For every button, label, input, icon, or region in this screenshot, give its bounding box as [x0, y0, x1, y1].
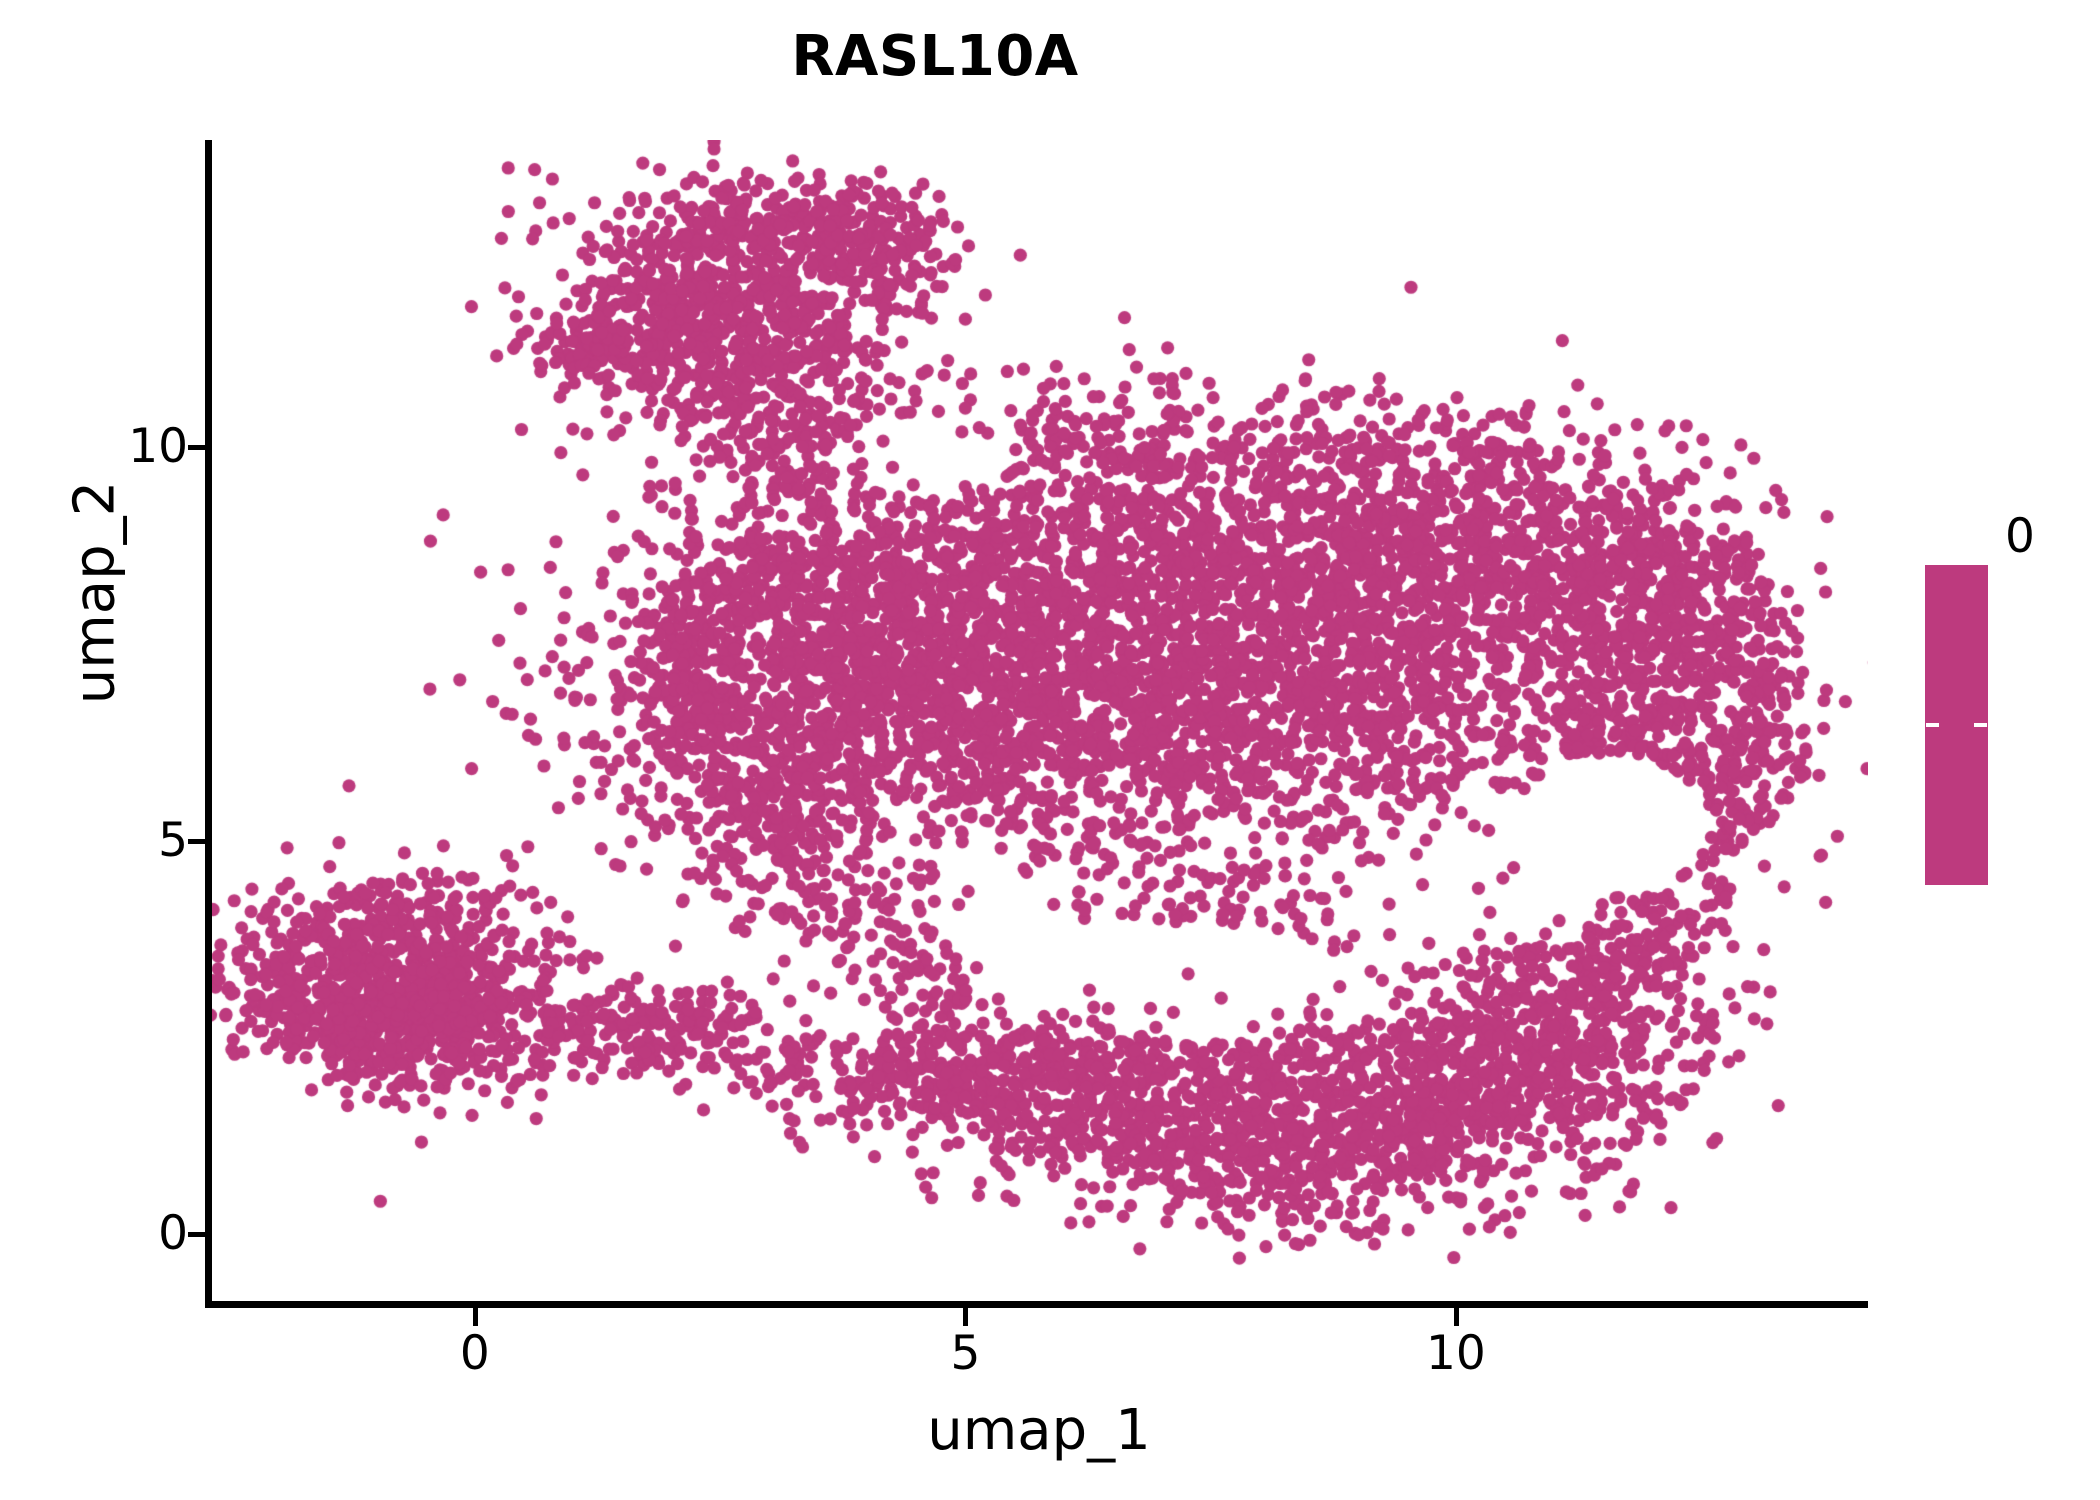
- y-tick-label: 0: [158, 1206, 188, 1262]
- colorbar-tick-mark: [1974, 723, 1987, 727]
- y-tick-label: 5: [158, 812, 188, 868]
- x-tick-label: 0: [459, 1326, 490, 1381]
- colorbar: [1925, 565, 1988, 885]
- x-axis-spine: [205, 1301, 1868, 1308]
- page-title: RASL10A: [791, 24, 1079, 89]
- colorbar-tick-mark: [1926, 723, 1939, 727]
- x-tick-label: 10: [1426, 1326, 1486, 1381]
- x-axis-label: umap_1: [927, 1398, 1151, 1463]
- x-tick-mark: [472, 1308, 478, 1326]
- x-tick-mark: [963, 1308, 969, 1326]
- x-tick-label: 5: [950, 1326, 981, 1381]
- y-tick-mark: [188, 1232, 206, 1238]
- y-tick-label: 10: [128, 418, 188, 474]
- scatter-plot: [210, 140, 1868, 1305]
- y-axis-spine: [205, 140, 212, 1308]
- x-tick-mark: [1453, 1308, 1459, 1326]
- y-tick-mark: [188, 444, 206, 450]
- plot-area: [210, 140, 1868, 1305]
- y-axis-label: umap_2: [62, 480, 128, 705]
- y-tick-mark: [188, 838, 206, 844]
- colorbar-tick-label: 0: [2005, 509, 2035, 564]
